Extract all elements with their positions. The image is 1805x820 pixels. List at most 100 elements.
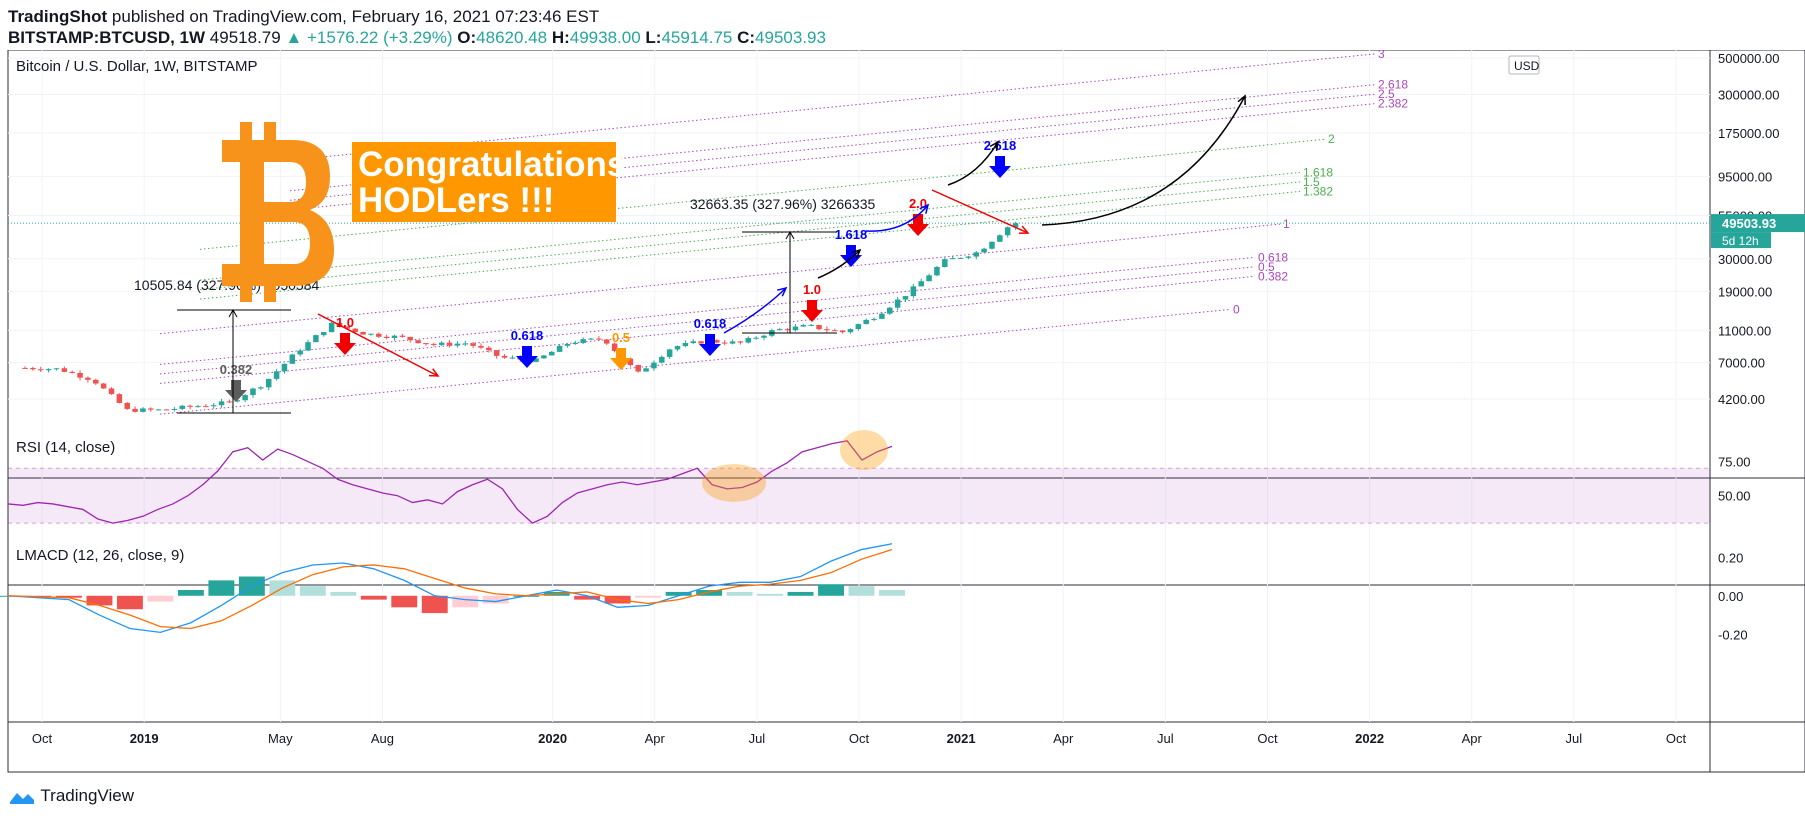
fib-level-label: 0.618 (1258, 250, 1288, 264)
macd-histogram-bar (299, 586, 326, 596)
candle-body (132, 408, 138, 412)
candle-body (863, 319, 869, 325)
candle-body (226, 401, 233, 403)
candle-body (871, 318, 877, 320)
publish-info: published on TradingView.com, February 1… (111, 7, 600, 26)
candle-body (611, 343, 618, 351)
candle-body (368, 333, 374, 335)
candle-body (792, 326, 799, 331)
candle-body (674, 346, 681, 350)
time-tick-label: Jul (1157, 731, 1174, 746)
marker-label: 0.618 (694, 316, 727, 331)
fib-level-label: 0.5 (1258, 260, 1275, 274)
price-tick-label: 300000.00 (1718, 88, 1779, 103)
fib-level-label: 1.5 (1303, 175, 1320, 189)
brand-name[interactable]: TradingView (40, 786, 134, 805)
fib-line (159, 275, 1256, 384)
candle-body (926, 275, 932, 282)
candle-body (981, 248, 987, 253)
time-tick-label: Apr (645, 731, 666, 746)
marker-arrow-icon (225, 380, 247, 402)
rsi-pane (7, 430, 1710, 524)
chart-canvas[interactable]: 32.6182.52.38221.6181.51.38210.6180.50.3… (0, 50, 1805, 780)
time-tick-label: Oct (849, 731, 870, 746)
fib-level-label: 0 (1233, 302, 1240, 316)
candle-body (281, 363, 288, 372)
marker-arrow-icon (610, 348, 632, 370)
candle-body (69, 371, 75, 373)
marker-arrow-icon (516, 346, 538, 368)
candle-body (148, 408, 154, 410)
candle-body (887, 307, 893, 314)
candle-body (297, 350, 303, 355)
candle-body (203, 406, 209, 408)
author-name[interactable]: TradingShot (8, 7, 108, 26)
candle-body (93, 379, 99, 384)
candle-body (478, 345, 484, 348)
candle-body (321, 332, 327, 336)
signal-line (7, 548, 893, 630)
macd-pane-title: LMACD (12, 26, close, 9) (16, 547, 184, 564)
candle-body (77, 372, 83, 378)
candle-body (234, 400, 241, 402)
price-change: ▲ +1576.22 (+3.29%) (285, 28, 453, 47)
footer-brand: TradingView (8, 786, 134, 806)
candle-body (831, 330, 838, 332)
fib-line (289, 84, 1376, 192)
rsi-tick-label: 75.00 (1718, 454, 1751, 469)
candle-body (997, 235, 1003, 242)
time-tick-label: Aug (371, 731, 394, 746)
time-tick-label: May (268, 731, 293, 746)
candle-body (360, 332, 366, 335)
price-tick-label: 95000.00 (1718, 170, 1772, 185)
marker-label: 0.382 (220, 362, 253, 377)
candle-body (627, 358, 634, 366)
macd-histogram-bar (86, 595, 113, 606)
main-pane-title: Bitcoin / U.S. Dollar, 1W, BITSTAMP (16, 58, 257, 75)
banner-line-1: Congratulations (358, 145, 626, 184)
candle-body (564, 344, 571, 346)
price-tick-label: 175000.00 (1718, 126, 1779, 141)
candle-body (399, 335, 406, 337)
fib-level-label: 1 (1283, 217, 1290, 231)
candle-body (761, 335, 767, 338)
candle-body (635, 365, 641, 372)
time-tick-label: 2020 (538, 731, 567, 746)
fib-level-label: 3 (1378, 50, 1385, 61)
candle-body (541, 355, 547, 359)
time-tick-label: 2021 (947, 731, 976, 746)
candle-body (446, 342, 453, 346)
macd-histogram-bar (665, 591, 692, 596)
candle-body (85, 377, 91, 380)
candle-body (753, 337, 759, 339)
candle-body (800, 325, 807, 327)
macd-tick-label: 0.20 (1718, 550, 1743, 565)
marker-label: 2.618 (984, 138, 1017, 153)
measure-2020-label: 32663.35 (327.96%) 3266335 (690, 196, 875, 212)
fib-line (199, 190, 1301, 300)
macd-histogram-bar (848, 586, 875, 596)
candle-body (415, 340, 421, 344)
fib-level-label: 2.382 (1378, 97, 1408, 111)
trend-arrow-2019-head-icon (428, 368, 440, 377)
candle-body (462, 343, 469, 345)
marker-label: 0.5 (612, 330, 630, 345)
macd-histogram-bar (56, 595, 82, 598)
candle-body (328, 322, 335, 333)
projection-long-arrow-head-icon (1237, 94, 1246, 106)
candle-body (745, 338, 752, 343)
candle-body (965, 256, 972, 258)
macd-line (7, 543, 893, 634)
candle-body (824, 329, 830, 331)
fib-level-label: 2 (1328, 132, 1335, 146)
candle-body (218, 401, 225, 406)
macd-histogram-bar (116, 595, 143, 610)
candle-body (195, 406, 201, 408)
candle-body (714, 340, 720, 343)
time-tick-label: Oct (32, 731, 53, 746)
currency-badge[interactable] (1508, 55, 1540, 75)
candle-body (53, 368, 60, 370)
candle-body (1012, 223, 1019, 228)
fib-level-label: 2.5 (1378, 87, 1395, 101)
candle-body (171, 408, 178, 410)
